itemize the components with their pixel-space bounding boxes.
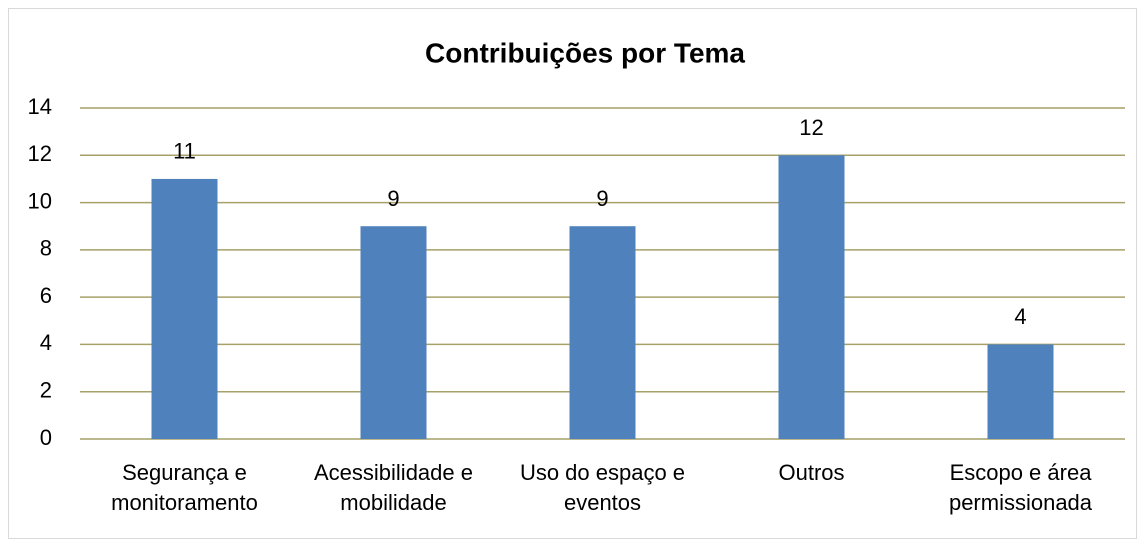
bar [987,344,1054,439]
chart-title: Contribuições por Tema [425,37,745,68]
y-tick-label: 2 [40,378,52,403]
data-label: 9 [387,186,399,211]
data-label: 11 [173,139,196,164]
y-tick-label: 8 [40,236,52,261]
y-tick-label: 4 [40,330,52,355]
data-label: 12 [799,115,823,140]
x-tick-label: Segurança e monitoramento [111,460,258,515]
x-tick-label: Uso do espaço e eventos [519,460,686,515]
y-tick-label: 12 [28,141,52,166]
x-tick-label: Escopo e área permissionada [948,460,1093,515]
y-tick-label: 10 [28,188,52,213]
x-tick-label: Outros [778,460,845,485]
data-label: 4 [1014,304,1026,329]
bar [569,226,636,439]
bar [360,226,427,439]
bar [778,155,845,440]
data-label: 9 [596,186,608,211]
y-tick-label: 6 [40,283,52,308]
bar [151,178,218,439]
x-tick-label: Acessibilidade e mobilidade [314,460,473,515]
y-tick-label: 14 [28,94,52,119]
y-tick-label: 0 [40,425,52,450]
